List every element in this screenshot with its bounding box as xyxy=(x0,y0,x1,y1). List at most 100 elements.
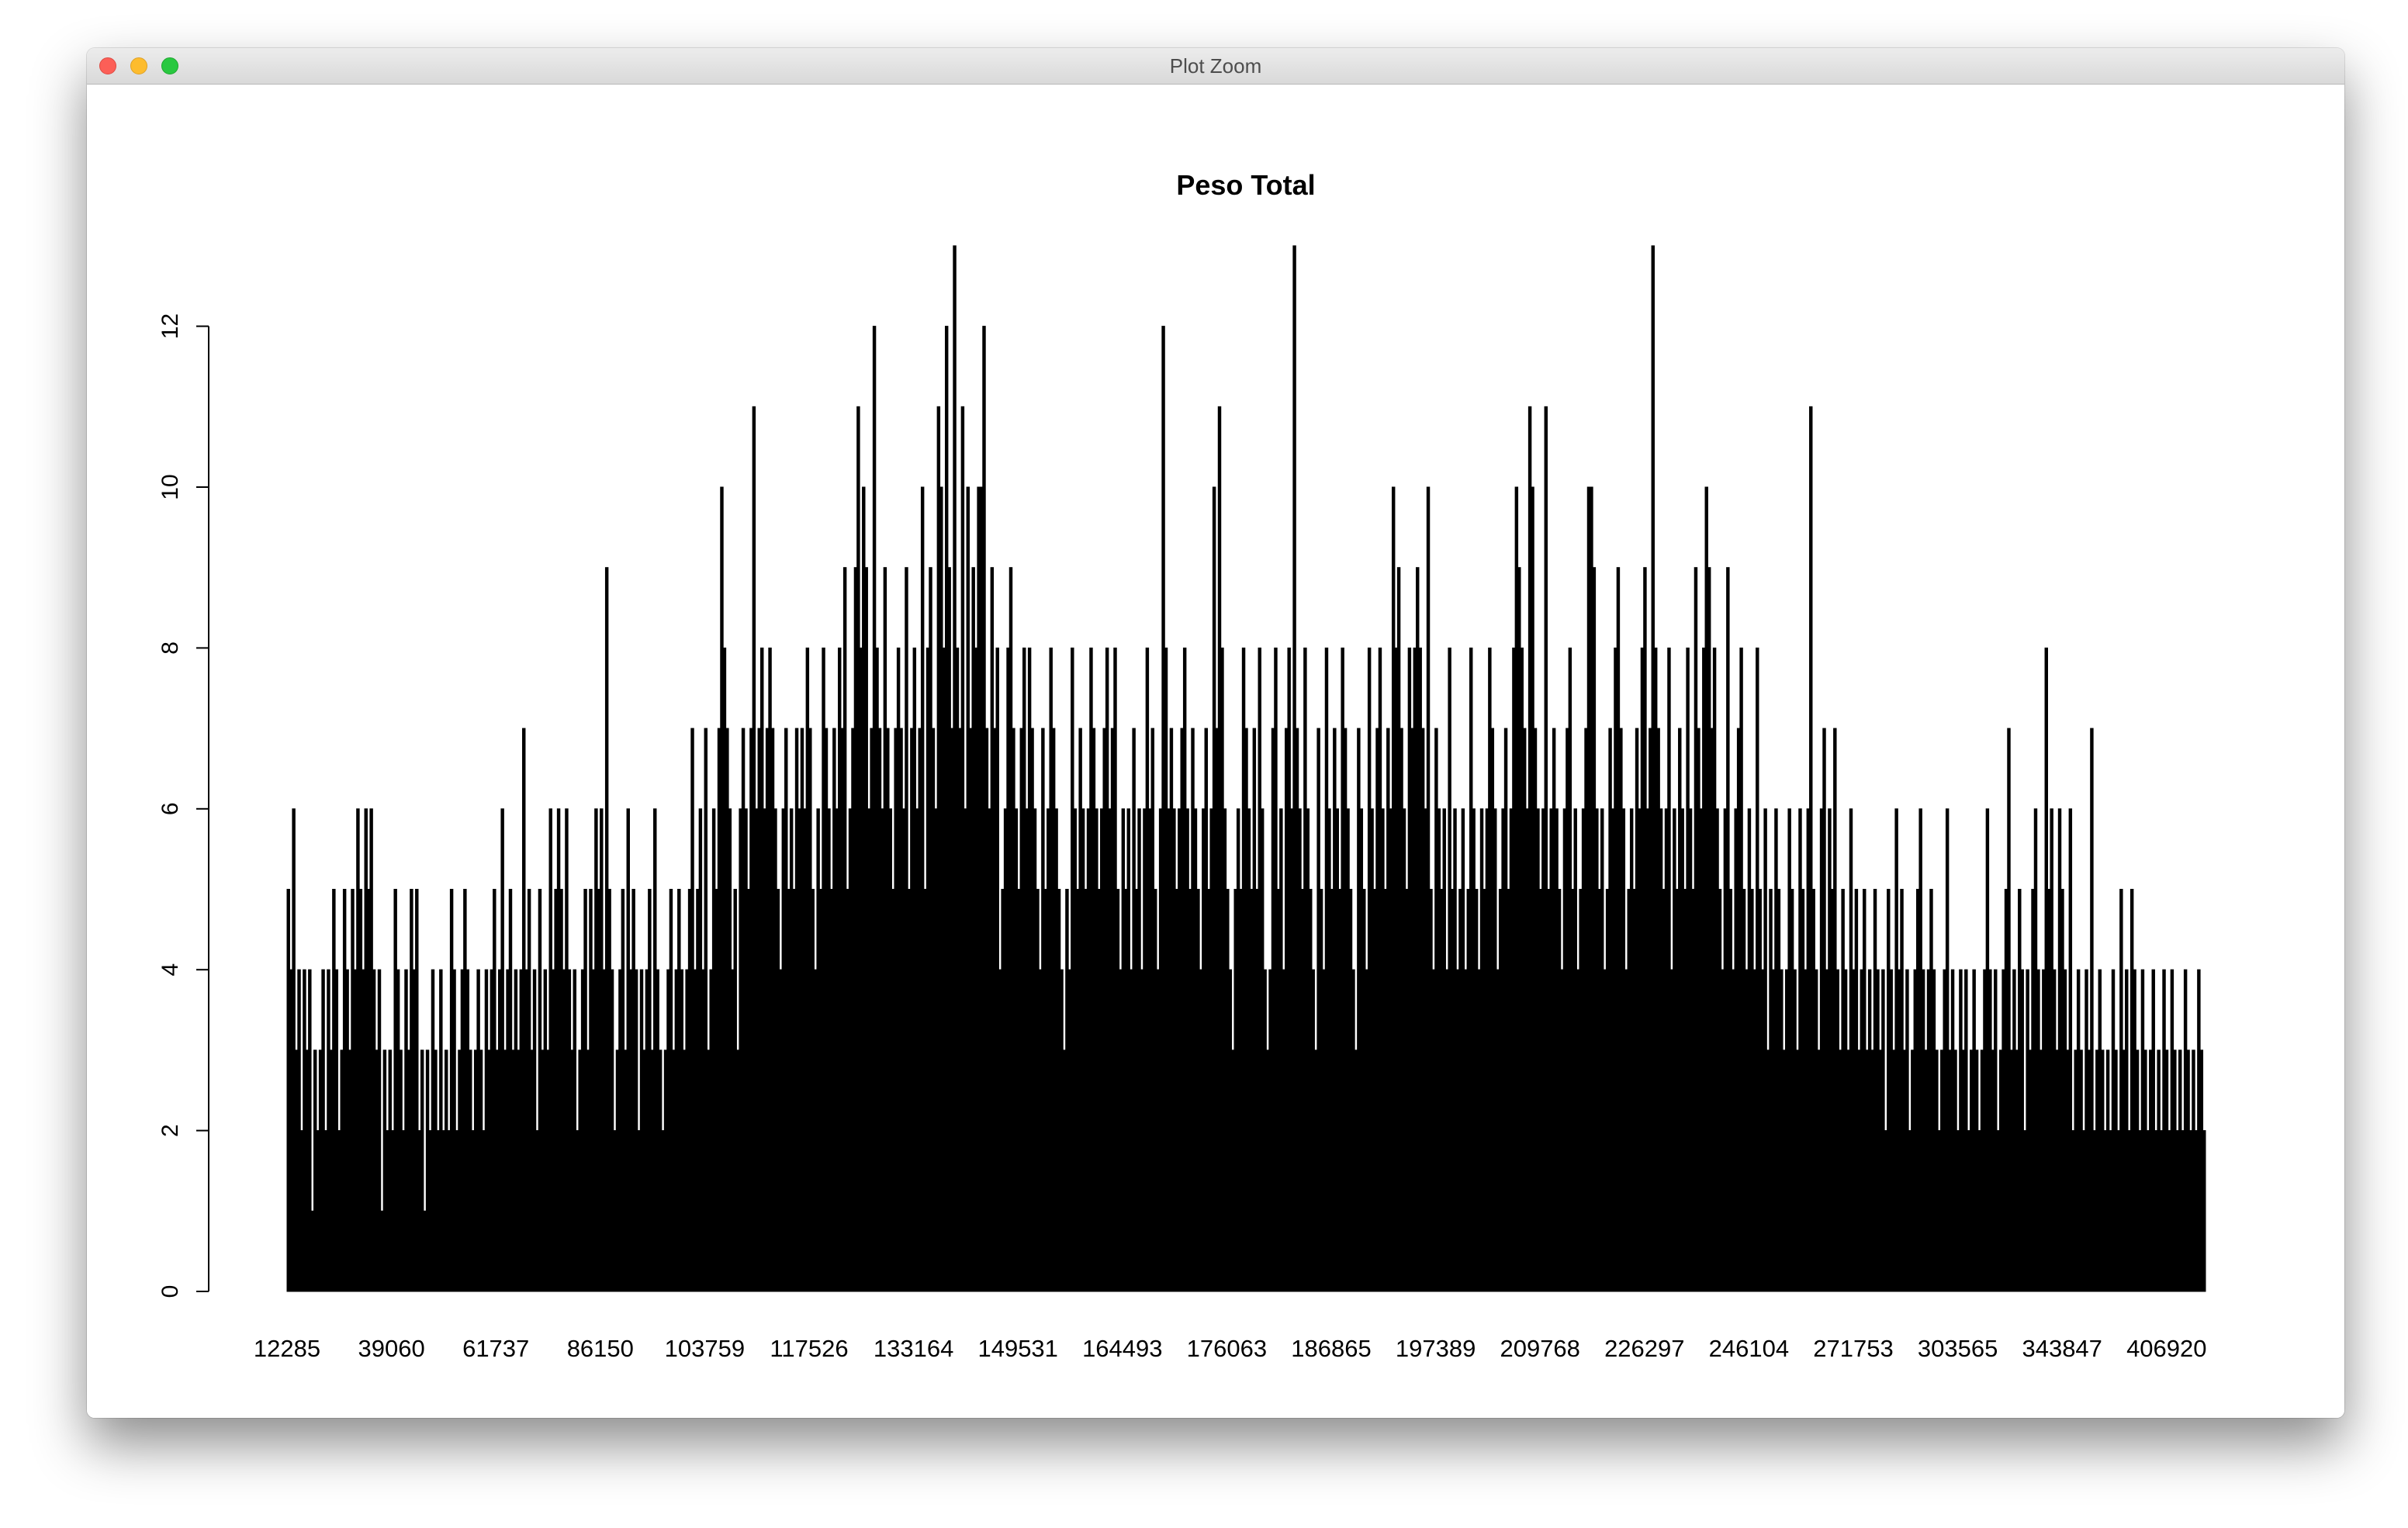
bar xyxy=(1678,728,1682,1292)
bar xyxy=(1691,889,1695,1292)
bar xyxy=(1723,808,1728,1292)
bar xyxy=(2114,1049,2118,1292)
minimize-button[interactable] xyxy=(130,57,147,74)
bar xyxy=(1469,647,1473,1292)
title-bar[interactable]: Plot Zoom xyxy=(87,48,2344,85)
bar xyxy=(294,1049,299,1292)
bar xyxy=(1086,808,1091,1292)
bar xyxy=(872,326,877,1292)
bar xyxy=(1175,889,1179,1292)
bar xyxy=(1498,889,1503,1292)
bar xyxy=(1309,889,1313,1292)
bar xyxy=(2095,1049,2099,1292)
bar xyxy=(672,1049,676,1292)
bar xyxy=(947,567,951,1292)
bar xyxy=(1407,647,1412,1292)
bar xyxy=(1533,728,1538,1292)
bar xyxy=(1202,808,1206,1292)
bar xyxy=(768,647,772,1292)
close-button[interactable] xyxy=(99,57,116,74)
bar xyxy=(551,969,555,1292)
bar xyxy=(1571,889,1575,1292)
bar xyxy=(482,1130,486,1292)
bar xyxy=(2199,1049,2204,1292)
bar xyxy=(1566,728,1569,1292)
bar xyxy=(2159,1130,2164,1292)
bar xyxy=(1255,889,1259,1292)
bar xyxy=(1624,969,1628,1292)
bar xyxy=(2127,1130,2131,1292)
bar xyxy=(358,889,363,1292)
bar xyxy=(508,889,513,1292)
bar xyxy=(2015,1049,2019,1292)
bar xyxy=(484,969,489,1292)
bar xyxy=(1870,1049,1874,1292)
bar xyxy=(1062,1049,1067,1292)
zoom-button[interactable] xyxy=(161,57,178,74)
bar xyxy=(704,728,708,1292)
bar xyxy=(1667,647,1671,1292)
bar xyxy=(1276,889,1281,1292)
plot-area: Peso Total 0 2 4 6 8 10 12 12285 39060 61737 8615… xyxy=(87,85,2344,1418)
bar xyxy=(1413,647,1417,1292)
bar xyxy=(1621,808,1626,1292)
bar xyxy=(1656,728,1660,1292)
bar xyxy=(313,1049,317,1292)
bar xyxy=(1496,969,1500,1292)
bar xyxy=(602,969,606,1292)
bar xyxy=(1250,889,1254,1292)
bar xyxy=(1854,889,1859,1292)
bar xyxy=(1330,889,1334,1292)
bar xyxy=(1154,889,1157,1292)
bar xyxy=(960,406,965,1292)
bar xyxy=(1440,889,1444,1292)
bar xyxy=(800,728,804,1292)
bar xyxy=(1429,889,1433,1292)
x-tick-label: 176063 xyxy=(1187,1335,1267,1362)
bar xyxy=(299,1130,304,1292)
bar xyxy=(1715,808,1719,1292)
x-tick-label: 186865 xyxy=(1291,1335,1371,1362)
bar xyxy=(1924,1049,1928,1292)
bar xyxy=(2031,889,2035,1292)
bar xyxy=(1479,808,1484,1292)
bar xyxy=(452,969,456,1292)
bar xyxy=(653,808,657,1292)
bar xyxy=(658,1049,663,1292)
bar xyxy=(1804,969,1808,1292)
bar xyxy=(1732,969,1735,1292)
bar xyxy=(822,647,825,1292)
bar xyxy=(1873,889,1877,1292)
bar xyxy=(1562,808,1567,1292)
bar xyxy=(1370,808,1374,1292)
bar xyxy=(888,808,892,1292)
bar xyxy=(1178,808,1182,1292)
bar xyxy=(1881,969,1885,1292)
bar xyxy=(1584,728,1588,1292)
bar xyxy=(1950,969,1955,1292)
bar xyxy=(1932,969,1936,1292)
bar xyxy=(366,889,371,1292)
bar xyxy=(2116,1130,2121,1292)
bar xyxy=(1071,647,1074,1292)
bar xyxy=(2105,1049,2110,1292)
bar xyxy=(1509,808,1514,1292)
bar xyxy=(1239,889,1243,1292)
bar xyxy=(543,969,548,1292)
y-axis: 0 2 4 6 8 10 12 xyxy=(157,313,209,1298)
bar xyxy=(1265,1049,1270,1292)
bar xyxy=(1991,1049,1995,1292)
bar xyxy=(1863,889,1867,1292)
bar xyxy=(832,728,836,1292)
bar xyxy=(915,808,919,1292)
bar xyxy=(1372,889,1377,1292)
bar xyxy=(1188,889,1192,1292)
bar xyxy=(2063,969,2067,1292)
bar xyxy=(1156,969,1160,1292)
bar xyxy=(1998,1049,2003,1292)
bar xyxy=(757,728,761,1292)
bar xyxy=(925,647,930,1292)
bar xyxy=(1632,889,1636,1292)
bar xyxy=(375,1049,379,1292)
bar xyxy=(334,969,339,1292)
